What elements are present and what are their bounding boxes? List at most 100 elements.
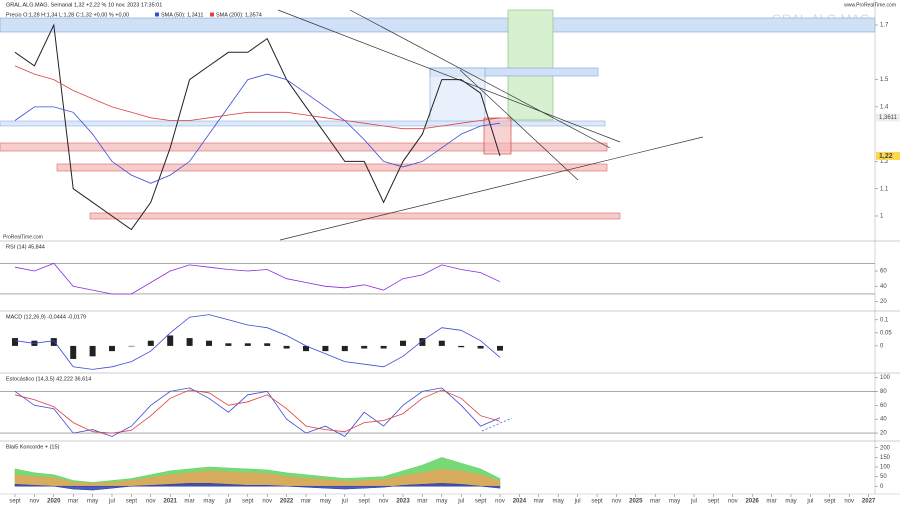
histogram-bar <box>225 343 232 346</box>
trend-line <box>459 69 579 181</box>
legend-swatch <box>155 12 159 17</box>
trend-line <box>349 9 611 149</box>
x-tick-label: 2027 <box>862 499 876 505</box>
x-tick-label: sept <box>359 499 371 505</box>
line <box>14 65 501 130</box>
zone <box>0 120 606 127</box>
support-zone <box>89 212 621 220</box>
x-tick-label: sept <box>708 499 720 505</box>
panel-title: RSI (14) 45,844 <box>6 244 45 250</box>
histogram-bar <box>186 338 193 346</box>
y-tick-label: 60 <box>880 403 887 409</box>
x-tick-label: sept <box>242 499 254 505</box>
y-tick-label: 0.1 <box>880 317 889 323</box>
histogram-bar <box>167 335 174 346</box>
x-tick-label: jul <box>690 499 697 505</box>
histogram-bar <box>12 338 18 346</box>
x-tick-label: may <box>320 499 331 505</box>
histogram-bar <box>400 340 406 346</box>
histogram-bar <box>109 345 115 352</box>
histogram-bar <box>438 340 445 346</box>
price-tag <box>876 151 900 160</box>
x-tick-label: may <box>203 499 214 505</box>
histogram-bar <box>322 345 329 352</box>
divergence-line <box>481 417 513 432</box>
y-tick-label: 50 <box>880 474 887 480</box>
x-tick-label: jul <box>457 499 464 505</box>
y-tick-label: 40 <box>880 284 887 290</box>
y-tick-label: 60 <box>880 269 887 275</box>
support-zone <box>56 163 608 172</box>
panel-title: Estocástico (14,3,5) 42,222 36,614 <box>6 376 91 382</box>
x-tick-label: jul <box>574 499 581 505</box>
x-tick-label: mar <box>766 499 776 505</box>
histogram-bar <box>128 345 135 347</box>
y-tick-label: 40 <box>880 417 887 423</box>
panel-title: Precio O:1,28 H:1,34 L:1,28 C:1,32 +0,00… <box>6 12 129 18</box>
x-tick-label: mar <box>417 499 427 505</box>
x-tick-label: may <box>669 499 680 505</box>
line <box>14 387 501 438</box>
histogram-bar <box>419 338 426 346</box>
x-tick-label: nov <box>495 499 505 505</box>
line <box>14 262 501 295</box>
histogram-bar <box>458 345 465 348</box>
x-tick-label: nov <box>262 499 272 505</box>
credit: ProRealTime.com <box>3 234 43 240</box>
y-tick-label: 150 <box>880 455 891 461</box>
x-tick-label: 2026 <box>746 499 760 505</box>
histogram-bar <box>206 340 212 346</box>
x-tick-label: sept <box>475 499 487 505</box>
x-tick-label: may <box>436 499 447 505</box>
y-tick-label: 0 <box>880 343 884 349</box>
panel-title: Blai5 Koncorde + (15) <box>6 444 60 450</box>
x-tick-label: nov <box>146 499 156 505</box>
histogram-bar <box>341 345 348 352</box>
histogram-bar <box>477 345 484 349</box>
area <box>14 457 501 487</box>
y-tick-label: 1.1 <box>880 186 889 192</box>
y-tick-label: 100 <box>880 375 891 381</box>
y-tick-label: 20 <box>880 299 887 305</box>
x-tick-label: jul <box>108 499 115 505</box>
zone <box>429 67 486 125</box>
site: www.ProRealTime.com <box>844 2 896 8</box>
x-tick-label: 2025 <box>629 499 643 505</box>
y-tick-label: 1.7 <box>880 23 889 29</box>
x-tick-label: mar <box>650 499 660 505</box>
y-tick-label: 1.5 <box>880 77 889 83</box>
legend-swatch <box>210 12 214 17</box>
histogram-bar <box>70 345 77 359</box>
area <box>14 468 501 487</box>
x-tick-label: 2024 <box>513 499 527 505</box>
legend-entry: SMA (50): 1,3411 <box>161 12 203 18</box>
price-tag-label: 1,3611 <box>879 115 898 121</box>
x-tick-label: may <box>785 499 796 505</box>
x-tick-label: 2022 <box>280 499 294 505</box>
histogram-bar <box>497 345 503 351</box>
histogram-bar <box>244 343 251 346</box>
legend-entry: SMA (200): 1,3574 <box>216 12 262 18</box>
y-tick-label: 200 <box>880 445 891 451</box>
x-tick-label: nov <box>728 499 738 505</box>
x-tick-label: jul <box>224 499 231 505</box>
y-tick-label: 100 <box>880 465 891 471</box>
quote: GRAL.ALG.MAG. Semanal 1,32 +2,22 % 10 no… <box>6 2 162 8</box>
histogram-bar <box>147 340 154 346</box>
zone <box>0 17 876 33</box>
line <box>14 389 501 434</box>
x-tick-label: jul <box>806 499 813 505</box>
line <box>14 23 501 231</box>
histogram-bar <box>89 345 96 357</box>
price-tag <box>876 113 900 122</box>
line <box>14 73 501 184</box>
histogram-bar <box>303 345 309 352</box>
x-tick-label: mar <box>534 499 544 505</box>
histogram-bar <box>50 338 57 346</box>
histogram-bar <box>380 345 387 349</box>
x-tick-label: mar <box>301 499 311 505</box>
x-tick-label: nov <box>30 499 40 505</box>
y-tick-label: 0 <box>880 484 884 490</box>
x-tick-label: sept <box>591 499 603 505</box>
